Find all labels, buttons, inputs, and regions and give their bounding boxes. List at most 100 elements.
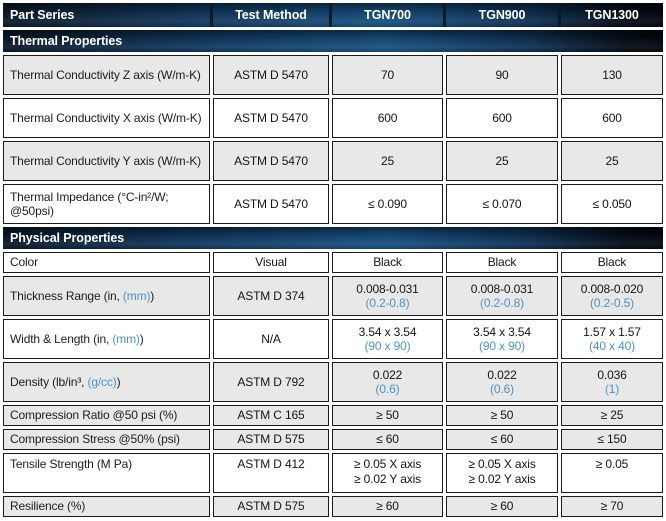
cell-text: ASTM D 5470 <box>234 110 308 125</box>
cell-text: 130 <box>602 67 622 82</box>
cell-text: ASTM D 792 <box>237 374 305 389</box>
cell-text: Thermal Impedance (°C-in²/W; @50psi) <box>10 189 169 219</box>
value-cell-tgn1300: Black <box>561 252 663 273</box>
metric-value-secondary: (mm) <box>112 331 140 346</box>
cell-line: ≥ 60 <box>376 499 399 514</box>
metric-value-secondary: (0.2-0.8) <box>365 296 410 310</box>
cell-line: ASTM D 575 <box>237 432 304 447</box>
row-label: Thermal Conductivity Y axis (W/m-K) <box>3 141 210 181</box>
cell-text: 25 <box>605 153 619 168</box>
cell-line: 70 <box>381 68 394 83</box>
cell-line: 0.008-0.031 <box>356 281 419 297</box>
cell-line: 0.022 <box>373 368 402 383</box>
cell-text: 25 <box>380 153 395 168</box>
cell-text: 1.57 x 1.57 <box>583 324 641 339</box>
cell-line: (40 x 40) <box>589 339 635 354</box>
row-label: Resilience (%) <box>3 496 210 517</box>
value-cell-tgn700: ≥ 50 <box>332 405 443 426</box>
cell-line: Visual <box>255 255 287 270</box>
cell-text: 0.022 <box>487 367 517 382</box>
cell-text: ≤ 150 <box>597 432 627 447</box>
cell-line: ASTM D 5470 <box>234 154 308 169</box>
test-method-cell: ASTM D 575 <box>213 429 329 450</box>
table-row: Compression Ratio @50 psi (%) ASTM C 165 ≥… <box>3 405 663 426</box>
cell-text: 0.022 <box>372 367 403 382</box>
cell-text: Black <box>487 255 517 270</box>
cell-line: Thermal Conductivity Z axis (W/m-K) <box>10 68 201 83</box>
value-cell-tgn700: ≥ 0.05 X axis ≥ 0.02 Y axis <box>332 453 443 493</box>
cell-text: Width & Length (in, <box>10 331 113 346</box>
value-cell-tgn700: Black <box>332 252 443 273</box>
cell-line: Thermal Impedance (°C-in²/W; @50psi) <box>10 190 204 219</box>
cell-line: ≥ 0.02 Y axis <box>469 472 536 487</box>
cell-line: ASTM C 165 <box>237 408 304 423</box>
row-label: Compression Ratio @50 psi (%) <box>3 405 210 426</box>
table-row: Thermal Conductivity X axis (W/m-K) ASTM … <box>3 98 663 138</box>
value-cell-tgn900: 3.54 x 3.54 (90 x 90) <box>446 319 558 359</box>
cell-line: ≥ 50 <box>376 408 399 423</box>
value-cell-tgn700: 70 <box>332 55 443 95</box>
table-row: Width & Length (in, (mm)) N/A 3.54 x 3.54(… <box>3 319 663 359</box>
cell-text: ≤ 0.090 <box>368 196 407 211</box>
cell-line: Resilience (%) <box>10 499 85 514</box>
cell-line: (0.2-0.8) <box>365 296 409 311</box>
cell-line: 600 <box>492 111 512 126</box>
test-method-cell: ASTM D 792 <box>213 362 329 402</box>
test-method-cell: ASTM D 374 <box>213 276 329 316</box>
cell-line: ASTM D 792 <box>237 375 304 390</box>
row-label: Color <box>3 252 210 273</box>
test-method-cell: ASTM C 165 <box>213 405 329 426</box>
cell-line: (0.2-0.5) <box>590 296 634 311</box>
cell-line: ≤ 150 <box>597 432 626 447</box>
test-method-cell: ASTM D 5470 <box>213 184 329 224</box>
cell-line: N/A <box>261 332 281 347</box>
cell-line: (0.6) <box>376 382 400 397</box>
table-row: Density (lb/in³, (g/cc)) ASTM D 792 0.022(… <box>3 362 663 402</box>
row-label: Thermal Conductivity Z axis (W/m-K) <box>3 55 210 95</box>
value-cell-tgn900: 90 <box>446 55 558 95</box>
cell-text: ≥ 25 <box>600 408 624 423</box>
value-cell-tgn1300: 25 <box>561 141 663 181</box>
section-header-physical-properties: Physical Properties <box>3 227 663 249</box>
row-label: Density (lb/in³, (g/cc)) <box>3 362 210 402</box>
cell-text: 0.008-0.031 <box>470 281 534 296</box>
cell-text: Thermal Conductivity Y axis (W/m-K) <box>10 153 202 168</box>
value-cell-tgn900: 25 <box>446 141 558 181</box>
cell-text: ASTM D 575 <box>237 499 305 514</box>
value-cell-tgn900: ≥ 60 <box>446 496 558 517</box>
cell-line: ASTM D 5470 <box>234 68 308 83</box>
cell-line: 3.54 x 3.54 <box>359 325 417 340</box>
value-cell-tgn700: 600 <box>332 98 443 138</box>
table-row: Thermal Conductivity Z axis (W/m-K) ASTM … <box>3 55 663 95</box>
cell-text: 600 <box>492 110 512 125</box>
cell-text: ≥ 50 <box>376 408 399 423</box>
value-cell-tgn1300: ≥ 70 <box>561 496 663 517</box>
cell-line: Black <box>598 255 627 270</box>
cell-line: ASTM D 5470 <box>234 111 308 126</box>
cell-line: 0.022 <box>487 368 516 383</box>
cell-line: ≤ 0.070 <box>483 197 522 212</box>
table-row: Thickness Range (in, (mm)) ASTM D 374 0.00… <box>3 276 663 316</box>
cell-text: ASTM D 5470 <box>234 153 308 168</box>
test-method-cell: Visual <box>213 252 329 273</box>
value-cell-tgn1300: 130 <box>561 55 663 95</box>
table-row: Compression Stress @50% (psi) ASTM D 575 ≤… <box>3 429 663 450</box>
cell-text: ) <box>116 374 121 389</box>
table-header-row: Part Series Test Method TGN700 TGN900 TGN130… <box>3 3 663 27</box>
cell-text: N/A <box>261 331 281 346</box>
metric-value-secondary: (0.6) <box>490 382 514 396</box>
cell-line: Thickness Range (in, (mm)) <box>10 289 154 304</box>
cell-line: ≥ 70 <box>601 499 624 514</box>
value-cell-tgn900: ≤ 60 <box>446 429 558 450</box>
cell-line: 130 <box>602 68 622 83</box>
column-header-tgn700: TGN700 <box>329 3 443 27</box>
cell-line: ASTM D 412 <box>237 457 304 472</box>
cell-text: Black <box>597 255 627 270</box>
cell-line: ≥ 50 <box>491 408 514 423</box>
cell-text: ≥ 70 <box>600 499 624 514</box>
cell-text: ≤ 0.050 <box>592 196 632 211</box>
cell-text: ≥ 0.02 Y axis <box>468 471 536 486</box>
cell-text: 0.008-0.031 <box>356 281 419 296</box>
value-cell-tgn1300: ≥ 25 <box>561 405 663 426</box>
